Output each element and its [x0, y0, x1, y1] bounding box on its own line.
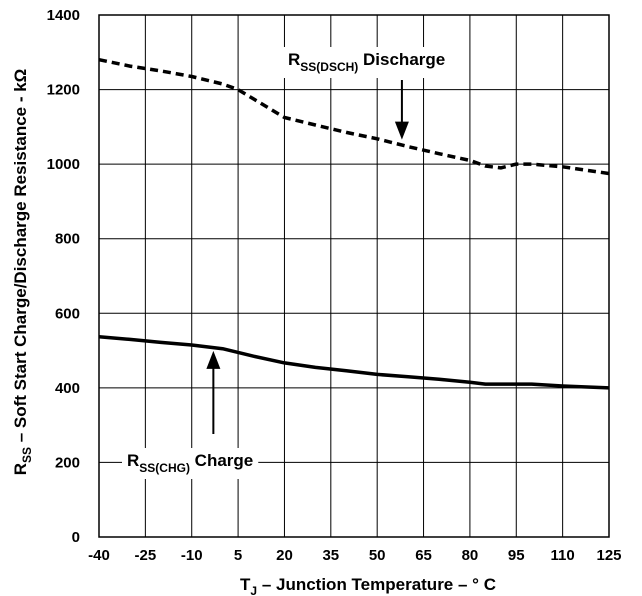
y-tick-label: 800	[55, 231, 80, 248]
x-axis-title: TJ – Junction Temperature – ° C	[240, 575, 496, 596]
charge-arrow-head	[206, 350, 221, 369]
y-tick-label: 600	[55, 305, 80, 322]
y-tick-label: 1200	[47, 82, 80, 99]
discharge-series-line	[98, 57, 610, 176]
discharge-label: RSS(DSCH) Discharge	[288, 50, 445, 74]
x-tick-label: 5	[234, 547, 242, 564]
y-tick-label: 200	[55, 454, 80, 471]
charge-arrow	[206, 350, 221, 434]
y-axis-title: RSS – Soft Start Charge/Discharge Resist…	[11, 69, 34, 476]
y-tick-label: 1400	[47, 7, 80, 24]
tick-labels: -40 -25 -10 5 20 35 50 65 80 95 110 125 0 200 400 600 80…	[47, 7, 622, 564]
x-tick-label: 110	[551, 547, 575, 564]
discharge-arrow	[394, 80, 409, 140]
grid	[98, 14, 610, 538]
x-tick-label: 125	[596, 547, 621, 564]
charge-label-bg	[122, 448, 259, 479]
x-tick-label: 20	[276, 547, 293, 564]
charge-series-line	[98, 335, 610, 390]
charge-label: RSS(CHG) Charge	[127, 451, 253, 475]
plot-frame	[98, 14, 610, 538]
y-tick-label: 400	[55, 380, 80, 397]
x-tick-label: 80	[462, 547, 479, 564]
discharge-arrow-head	[394, 121, 409, 140]
x-tick-label: 50	[369, 547, 386, 564]
y-tick-label: 0	[72, 529, 80, 546]
annotations-layer: RSS(DSCH) Discharge RSS(CHG) Charge	[122, 47, 451, 479]
x-tick-label: -25	[135, 547, 157, 564]
series-layer	[98, 57, 610, 390]
x-tick-label: 65	[415, 547, 432, 564]
y-tick-label: 1000	[47, 156, 80, 173]
x-tick-label: -10	[181, 547, 203, 564]
discharge-label-bg	[283, 47, 451, 78]
x-tick-label: -40	[88, 547, 110, 564]
x-tick-label: 35	[322, 547, 339, 564]
x-tick-label: 95	[508, 547, 525, 564]
axis-titles: TJ – Junction Temperature – ° C RSS – Sof…	[11, 69, 496, 596]
